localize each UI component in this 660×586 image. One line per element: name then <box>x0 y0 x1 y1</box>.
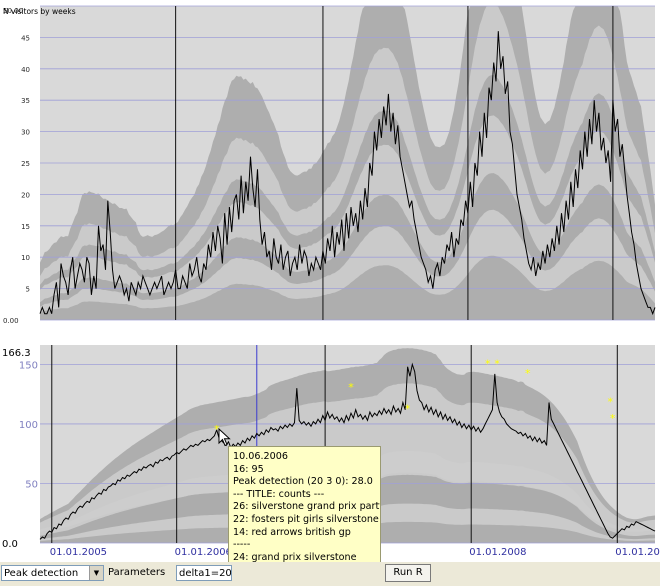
x-tick-label: 01.01.2005 <box>50 547 107 558</box>
x-tick-label: 01.01.2008 <box>469 547 526 558</box>
tooltip-line: --- TITLE: counts --- <box>233 488 325 500</box>
bottom-toolbar: Peak detection ▼ Parameters delta1=20 d … <box>0 562 660 586</box>
y-tick-label: 30 <box>21 129 30 137</box>
tooltip-line: 16: 95 <box>233 463 264 475</box>
y-tick-label: 20 <box>21 191 30 199</box>
y-tick-label: 50 <box>25 479 38 490</box>
y-tick-label: 50.00 <box>3 7 23 15</box>
y-tick-label: 0.00 <box>3 317 19 325</box>
y-tick-label: 5 <box>26 286 30 294</box>
x-tick-label: 01.01.2009 <box>615 547 660 558</box>
band-area <box>40 6 655 313</box>
tooltip-line: ----- <box>233 539 251 551</box>
peak-marker: * <box>610 412 616 425</box>
tooltip-line: 24: grand prix silverstone <box>233 551 357 563</box>
peak-marker: * <box>405 403 411 416</box>
chevron-down-icon[interactable]: ▼ <box>89 566 103 580</box>
y-tick-label: 40 <box>21 66 30 74</box>
peak-marker: * <box>485 357 491 370</box>
y-tick-label: 25 <box>21 160 30 168</box>
y-tick-label: 45 <box>21 34 30 42</box>
mode-select[interactable]: Peak detection ▼ <box>1 565 104 581</box>
band-area <box>40 115 655 303</box>
y-tick-label: 35 <box>21 97 30 105</box>
y-tick-label: 10 <box>21 254 30 262</box>
mouse-cursor-icon <box>218 427 232 452</box>
run-r-button[interactable]: Run R <box>385 564 431 582</box>
params-input[interactable]: delta1=20 d <box>176 565 232 581</box>
x-tick-label: 01.01.2006 <box>175 547 232 558</box>
tooltip-line: 14: red arrows british gp <box>233 526 351 538</box>
parameters-label: Parameters <box>108 567 166 578</box>
peak-marker: * <box>494 357 500 370</box>
tooltip-line: 22: fosters pit girls silverstone <box>233 513 379 525</box>
peak-marker: * <box>348 381 354 394</box>
peak-marker: * <box>607 396 613 409</box>
y-tick-label: 100 <box>19 420 38 431</box>
chart-title: N visitors by weeks <box>3 7 76 16</box>
series-line <box>39 362 656 540</box>
peak-marker: * <box>214 423 220 436</box>
mode-select-value: Peak detection <box>4 568 79 579</box>
y-max-label: 166.3 <box>2 348 31 359</box>
series-line <box>39 31 656 316</box>
peak-marker: * <box>525 367 531 380</box>
y-tick-label: 15 <box>21 223 30 231</box>
top-chart-panel: 0.00 5 10 15 20 25 30 35 40 45 50.00N visitors by … <box>3 5 656 325</box>
tooltip-line: Peak detection (20 3 0): 28.0 <box>233 476 373 488</box>
tooltip-line: 26: silverstone grand prix party <box>233 501 381 513</box>
y-tick-label: 150 <box>19 360 38 371</box>
tooltip-line: 10.06.2006 <box>233 451 288 462</box>
params-input-value: delta1=20 d <box>179 568 232 579</box>
y-tick-label: 0.0 <box>2 539 18 550</box>
